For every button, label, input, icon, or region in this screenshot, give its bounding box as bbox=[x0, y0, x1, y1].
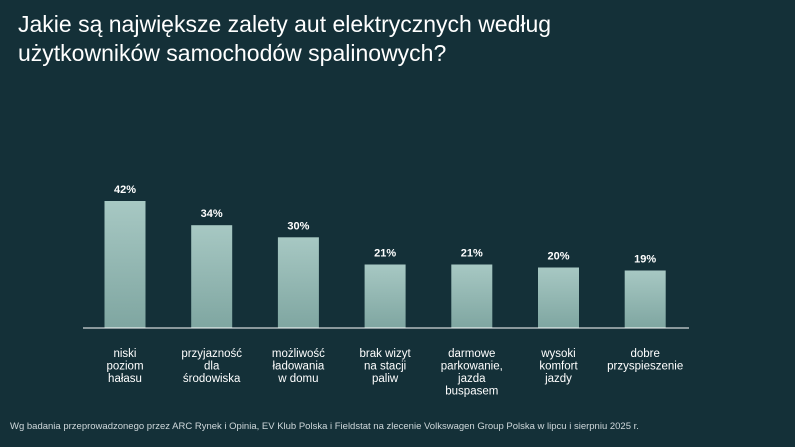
bar-value-label: 42% bbox=[114, 184, 136, 196]
category-label: dobre przyspieszenie bbox=[607, 348, 683, 373]
bar bbox=[364, 264, 406, 328]
bar bbox=[104, 201, 146, 328]
category-label-line: przyjazność bbox=[181, 348, 242, 360]
category-label-line: na stacji bbox=[364, 361, 406, 373]
category-label-line: buspasem bbox=[445, 386, 498, 398]
category-label-line: ładowania bbox=[273, 361, 325, 373]
category-label-line: wysoki bbox=[540, 348, 576, 360]
category-label-line: dla bbox=[204, 361, 220, 373]
category-label-line: hałasu bbox=[108, 373, 142, 385]
category-label-line: parkowanie, bbox=[441, 361, 503, 373]
category-label-line: brak wizyt bbox=[360, 348, 412, 360]
category-label-line: darmowe bbox=[448, 348, 495, 360]
category-label-line: paliw bbox=[372, 373, 399, 385]
category-label-line: jazdy bbox=[544, 373, 572, 385]
category-label: możliwość ładowania w domu bbox=[272, 348, 325, 385]
category-label-line: możliwość bbox=[272, 348, 325, 360]
bar-value-label: 30% bbox=[287, 220, 309, 232]
category-label-line: niski bbox=[113, 348, 136, 360]
bar-value-label: 34% bbox=[201, 208, 223, 220]
bar-value-label: 19% bbox=[634, 254, 656, 266]
category-label: wysoki komfort jazdy bbox=[539, 348, 578, 385]
category-label-line: poziom bbox=[106, 361, 143, 373]
category-label: brak wizyt na stacji paliw bbox=[360, 348, 412, 385]
bar bbox=[624, 270, 666, 328]
category-label: darmowe parkowanie, jazda buspasem bbox=[441, 348, 503, 398]
bar bbox=[451, 264, 493, 328]
bar-value-label: 20% bbox=[547, 251, 569, 263]
category-label-line: w domu bbox=[277, 373, 318, 385]
category-label-line: jazda bbox=[457, 373, 486, 385]
bar-value-label: 21% bbox=[461, 248, 483, 260]
category-label-line: środowiska bbox=[183, 373, 241, 385]
category-label: niski poziom hałasu bbox=[106, 348, 143, 385]
category-label-line: przyspieszenie bbox=[607, 361, 683, 373]
source-footnote: Wg badania przeprowadzonego przez ARC Ry… bbox=[10, 421, 639, 432]
bar-value-label: 21% bbox=[374, 248, 396, 260]
bars-group: 42% niski poziom hałasu 34% przyjazność dla śro… bbox=[104, 184, 683, 398]
category-label-line: komfort bbox=[539, 361, 578, 373]
chart-title: Jakie są największe zalety aut elektrycz… bbox=[18, 11, 552, 66]
bar bbox=[277, 237, 319, 328]
category-label: przyjazność dla środowiska bbox=[181, 348, 242, 385]
bar bbox=[191, 225, 233, 328]
bar bbox=[538, 267, 579, 328]
category-label-line: dobre bbox=[630, 348, 659, 360]
